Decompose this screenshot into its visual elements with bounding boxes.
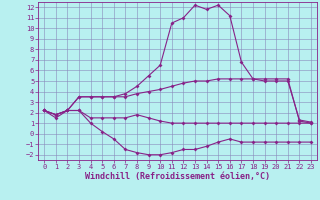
X-axis label: Windchill (Refroidissement éolien,°C): Windchill (Refroidissement éolien,°C) <box>85 172 270 181</box>
